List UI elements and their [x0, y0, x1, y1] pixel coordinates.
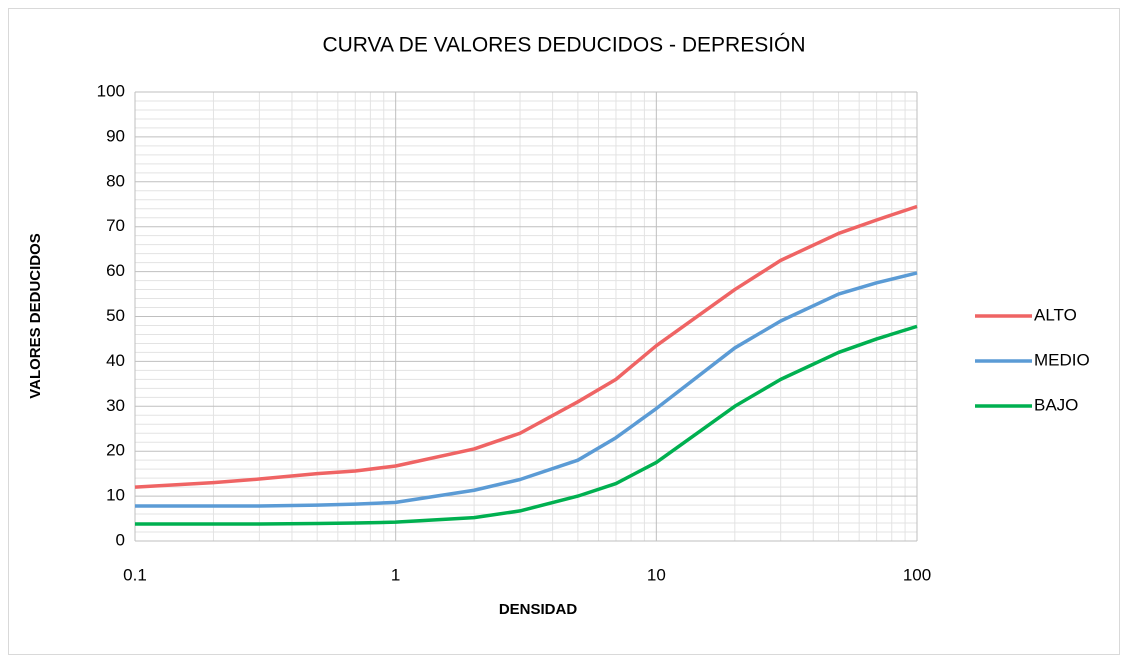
- x-tick-label: 1: [391, 565, 400, 584]
- legend-label: ALTO: [1034, 305, 1077, 324]
- legend-label: BAJO: [1034, 395, 1078, 414]
- y-tick-label: 60: [106, 261, 125, 280]
- chart-border: [8, 8, 1120, 655]
- y-axis-label: VALORES DEDUCIDOS: [27, 233, 44, 399]
- y-tick-label: 70: [106, 216, 125, 235]
- series-line: [134, 204, 918, 489]
- y-tick-label: 100: [97, 81, 125, 100]
- y-tick-label: 40: [106, 351, 125, 370]
- y-tick-label: 90: [106, 126, 125, 145]
- x-tick-label: 10: [647, 565, 666, 584]
- y-tick-label: 20: [106, 441, 125, 460]
- y-tick-label: 10: [106, 486, 125, 505]
- y-tick-label: 50: [106, 306, 125, 325]
- series-line: [135, 271, 918, 508]
- x-axis-label: DENSIDAD: [499, 601, 578, 618]
- y-tick-label: 30: [106, 396, 125, 415]
- x-tick-label: 100: [903, 565, 931, 584]
- legend-label: MEDIO: [1034, 350, 1090, 369]
- x-tick-label: 0.1: [123, 565, 147, 584]
- series-line: [135, 324, 918, 526]
- y-tick-label: 80: [106, 171, 125, 190]
- y-tick-label: 0: [116, 530, 125, 549]
- chart-title: CURVA DE VALORES DEDUCIDOS - DEPRESIÓN: [322, 34, 805, 57]
